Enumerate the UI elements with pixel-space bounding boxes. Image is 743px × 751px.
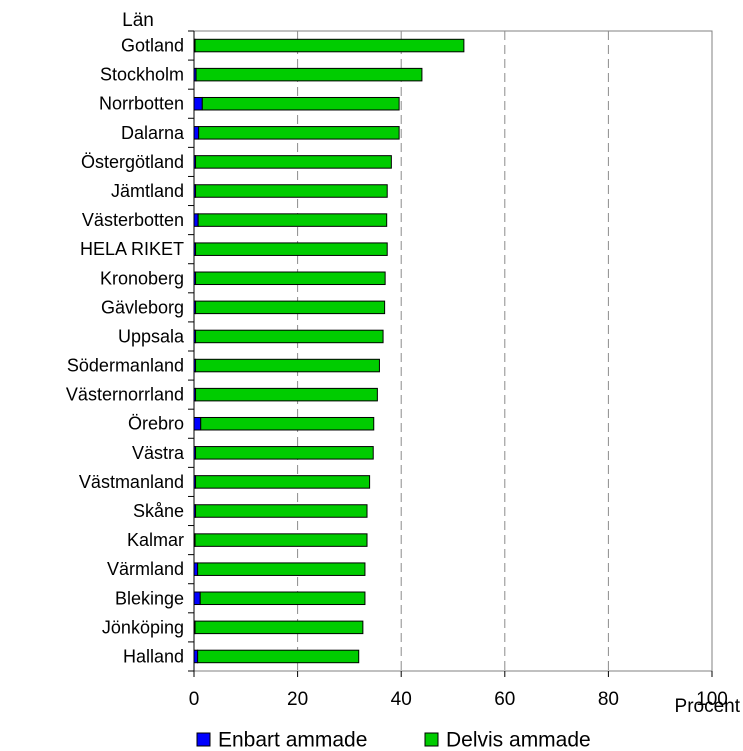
- bar-delvis-ammade: [195, 155, 392, 169]
- legend-swatch: [424, 732, 439, 747]
- bar-delvis-ammade: [200, 416, 375, 431]
- bar-delvis-ammade: [201, 96, 400, 111]
- x-tick-label: 100: [696, 689, 728, 710]
- category-label: Kalmar: [127, 530, 184, 550]
- bar-delvis-ammade: [195, 446, 374, 460]
- bar-delvis-ammade: [194, 533, 368, 547]
- category-label: Stockholm: [100, 65, 184, 85]
- bar-enbart-ammade: [193, 562, 199, 576]
- bar-delvis-ammade: [195, 184, 388, 198]
- category-label: Uppsala: [118, 326, 185, 346]
- category-label: Gävleborg: [101, 297, 184, 317]
- bar-delvis-ammade: [197, 562, 366, 576]
- category-label: Södermanland: [67, 356, 184, 376]
- bar-delvis-ammade: [194, 620, 364, 635]
- legend-swatch: [196, 732, 211, 747]
- legend: Enbart ammade Delvis ammade: [196, 729, 591, 751]
- category-labels: Gotland Stockholm Norrbotten Dalarna Östergö…: [66, 30, 194, 672]
- bar-delvis-ammade: [195, 475, 371, 489]
- category-label: HELA RIKET: [80, 239, 184, 259]
- category-label: Värmland: [107, 559, 184, 579]
- bar-enbart-ammade: [193, 649, 199, 664]
- bar-delvis-ammade: [199, 591, 366, 606]
- bar-series: [193, 38, 465, 664]
- bar-delvis-ammade: [194, 38, 465, 53]
- bar-delvis-ammade: [195, 329, 384, 344]
- x-axis-ticks: 0 20 40 60 80 100: [189, 671, 728, 710]
- category-label: Västerbotten: [82, 210, 184, 230]
- category-axis-title: Län: [122, 10, 154, 31]
- category-label: Kronoberg: [100, 268, 184, 288]
- category-label: Halland: [123, 646, 184, 666]
- category-label: Norrbotten: [99, 94, 184, 114]
- bar-delvis-ammade: [195, 271, 386, 286]
- category-label: Dalarna: [121, 123, 185, 143]
- bar-delvis-ammade: [195, 300, 386, 315]
- category-label: Östergötland: [81, 152, 184, 172]
- bar-enbart-ammade: [193, 126, 200, 140]
- bar-delvis-ammade: [195, 242, 388, 256]
- legend-label: Enbart ammade: [218, 729, 367, 751]
- bar-delvis-ammade: [195, 67, 423, 82]
- category-label: Västra: [132, 443, 185, 463]
- x-tick-label: 60: [494, 689, 515, 710]
- category-label: Västernorrland: [66, 385, 184, 405]
- bar-delvis-ammade: [197, 213, 388, 227]
- category-label: Västmanland: [79, 472, 184, 492]
- category-label: Jönköping: [102, 617, 184, 637]
- bar-enbart-ammade: [193, 591, 201, 606]
- x-tick-label: 0: [189, 689, 200, 710]
- bar-delvis-ammade: [197, 649, 360, 664]
- legend-label: Delvis ammade: [446, 729, 591, 751]
- x-tick-label: 40: [391, 689, 412, 710]
- category-label: Skåne: [133, 501, 184, 521]
- bar-enbart-ammade: [193, 213, 199, 227]
- x-tick-label: 20: [287, 689, 308, 710]
- x-tick-label: 80: [598, 689, 619, 710]
- bar-delvis-ammade: [195, 504, 368, 518]
- value-axis-title: Procent: [675, 696, 741, 717]
- bar-delvis-ammade: [195, 358, 380, 373]
- category-label: Örebro: [128, 414, 184, 434]
- bar-enbart-ammade: [193, 416, 202, 431]
- bar-delvis-ammade: [198, 126, 400, 140]
- category-label: Jämtland: [111, 181, 184, 201]
- bar-enbart-ammade: [193, 96, 203, 111]
- bar-delvis-ammade: [195, 387, 378, 402]
- category-label: Gotland: [121, 36, 184, 56]
- category-label: Blekinge: [115, 588, 184, 608]
